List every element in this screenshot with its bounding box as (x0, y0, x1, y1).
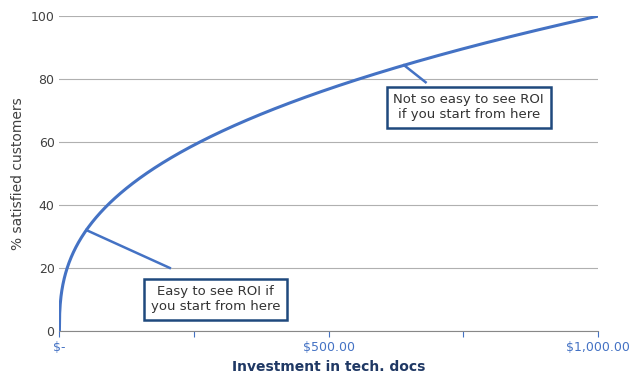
Y-axis label: % satisfied customers: % satisfied customers (11, 97, 25, 250)
X-axis label: Investment in tech. docs: Investment in tech. docs (232, 360, 426, 374)
Text: Not so easy to see ROI
if you start from here: Not so easy to see ROI if you start from… (394, 94, 544, 121)
Text: Easy to see ROI if
you start from here: Easy to see ROI if you start from here (151, 285, 280, 313)
